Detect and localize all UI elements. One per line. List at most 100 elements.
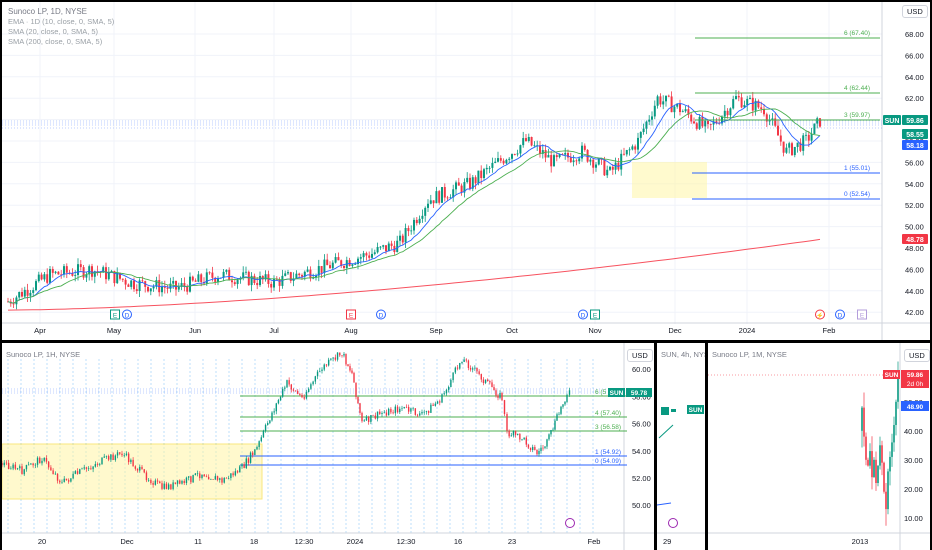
currency-button[interactable]: USD — [627, 349, 653, 362]
price-tag-label: 58.55 — [906, 132, 924, 139]
candle-body — [327, 359, 330, 366]
highlight-box — [632, 162, 707, 198]
candle-body — [277, 400, 280, 404]
candle-body — [186, 286, 189, 292]
four-hour-chart-pane[interactable]: SUN 29 SUN, 4h, NYSE — [657, 343, 705, 550]
candle-body — [523, 437, 525, 440]
daily-chart-pane[interactable]: 68.0066.0064.0062.0060.0058.0056.0054.00… — [2, 2, 930, 340]
earnings-event-icon[interactable] — [110, 309, 120, 320]
monthly-chart-canvas[interactable]: 50.0040.0030.0020.0010.002013SUN59.862d … — [708, 343, 930, 550]
candle-body — [81, 468, 83, 470]
candle-body — [49, 268, 51, 283]
candle-body — [16, 468, 19, 469]
candle-body — [125, 453, 128, 456]
candle-body — [670, 96, 673, 113]
earnings-event-icon[interactable] — [857, 309, 867, 320]
candle-body — [489, 381, 491, 383]
candle-body — [107, 456, 110, 460]
candle-body — [87, 468, 90, 469]
candle-body — [121, 278, 124, 280]
candle-body — [76, 471, 79, 474]
candle-body — [71, 272, 74, 276]
candle-body — [768, 119, 771, 122]
candle-body — [30, 463, 32, 465]
price-axis-label: 30.00 — [904, 456, 923, 465]
candle-body — [54, 271, 57, 273]
candle-body — [200, 274, 203, 282]
candle-body — [284, 273, 287, 276]
candle-body — [740, 97, 743, 108]
candle-body — [432, 200, 435, 204]
currency-button[interactable]: USD — [904, 349, 930, 362]
lightning-icon[interactable] — [565, 518, 575, 528]
daily-chart-canvas[interactable]: 68.0066.0064.0062.0060.0058.0056.0054.00… — [2, 2, 930, 340]
candle-body — [243, 464, 245, 469]
candle-body — [194, 280, 197, 282]
hourly-chart-pane[interactable]: 60.0058.0056.0054.0052.0050.0020Dec11181… — [2, 343, 654, 550]
candle-body — [25, 464, 28, 470]
price-axis-label: 56.00 — [632, 420, 651, 429]
monthly-chart-pane[interactable]: 50.0040.0030.0020.0010.002013SUN59.862d … — [708, 343, 930, 550]
candle-body — [52, 470, 54, 475]
candle-body — [269, 420, 271, 424]
earnings-event-icon[interactable] — [590, 309, 600, 320]
candle-body — [357, 396, 359, 404]
candle-body — [189, 276, 191, 292]
hourly-chart-canvas[interactable]: 60.0058.0056.0054.0052.0050.0020Dec11181… — [2, 343, 654, 550]
fib-level-label: 4 (62.44) — [844, 85, 870, 92]
four-hour-chart-canvas[interactable]: SUN 29 — [657, 343, 705, 550]
candle-body — [60, 274, 63, 276]
candle-body — [887, 471, 889, 510]
dividend-event-icon[interactable] — [835, 309, 845, 320]
candle-body — [474, 367, 476, 369]
dividend-event-icon[interactable] — [578, 309, 588, 320]
candle-body — [530, 136, 533, 146]
candle-body — [292, 389, 295, 391]
candle-body — [765, 114, 768, 122]
dividend-event-icon[interactable] — [376, 309, 386, 320]
candle-body — [329, 265, 331, 269]
price-axis-label: 54.00 — [632, 447, 651, 456]
candle-body — [167, 484, 170, 490]
candle-body — [546, 439, 548, 447]
candle-body — [480, 170, 483, 179]
candle-body — [639, 132, 642, 138]
candle-body — [819, 118, 821, 127]
candle-body — [365, 416, 368, 421]
time-axis-label: Sep — [429, 326, 442, 335]
sma200-legend[interactable]: SMA (200, close, 0, SMA, 5) — [8, 37, 103, 46]
earnings-event-icon[interactable] — [346, 309, 356, 320]
time-axis-label: 18 — [250, 537, 258, 546]
currency-button[interactable]: USD — [902, 5, 928, 18]
candle-body — [96, 464, 99, 465]
candle-body — [127, 284, 130, 287]
candle-body — [103, 456, 105, 458]
candle-body — [271, 412, 273, 421]
candle-body — [875, 459, 877, 484]
candle-body — [501, 393, 503, 401]
candle-body — [438, 191, 441, 203]
candle-body — [32, 463, 34, 466]
candle-body — [465, 359, 467, 361]
candle-body — [222, 271, 225, 278]
candle-body — [671, 409, 676, 412]
candle-body — [351, 370, 353, 373]
candle-body — [306, 269, 309, 272]
candle-body — [600, 158, 603, 160]
candle-body — [645, 121, 648, 129]
candle-body — [415, 219, 418, 224]
lightning-icon[interactable] — [668, 518, 678, 528]
ema-legend[interactable]: EMA · 1D (10, close, 0, SMA, 5) — [8, 17, 115, 26]
candle-body — [320, 266, 323, 273]
lightning-icon[interactable] — [815, 309, 825, 320]
candle-body — [63, 266, 65, 275]
candle-body — [34, 464, 37, 466]
dividend-event-icon[interactable] — [122, 309, 132, 320]
candle-body — [435, 191, 438, 204]
sma20-legend[interactable]: SMA (20, close, 0, SMA, 5) — [8, 27, 99, 36]
candle-body — [247, 271, 250, 286]
lightning-icon-glyph: ⚡ — [816, 312, 823, 320]
candle-body — [88, 266, 91, 275]
candle-body — [169, 283, 172, 289]
candle-body — [471, 177, 474, 189]
